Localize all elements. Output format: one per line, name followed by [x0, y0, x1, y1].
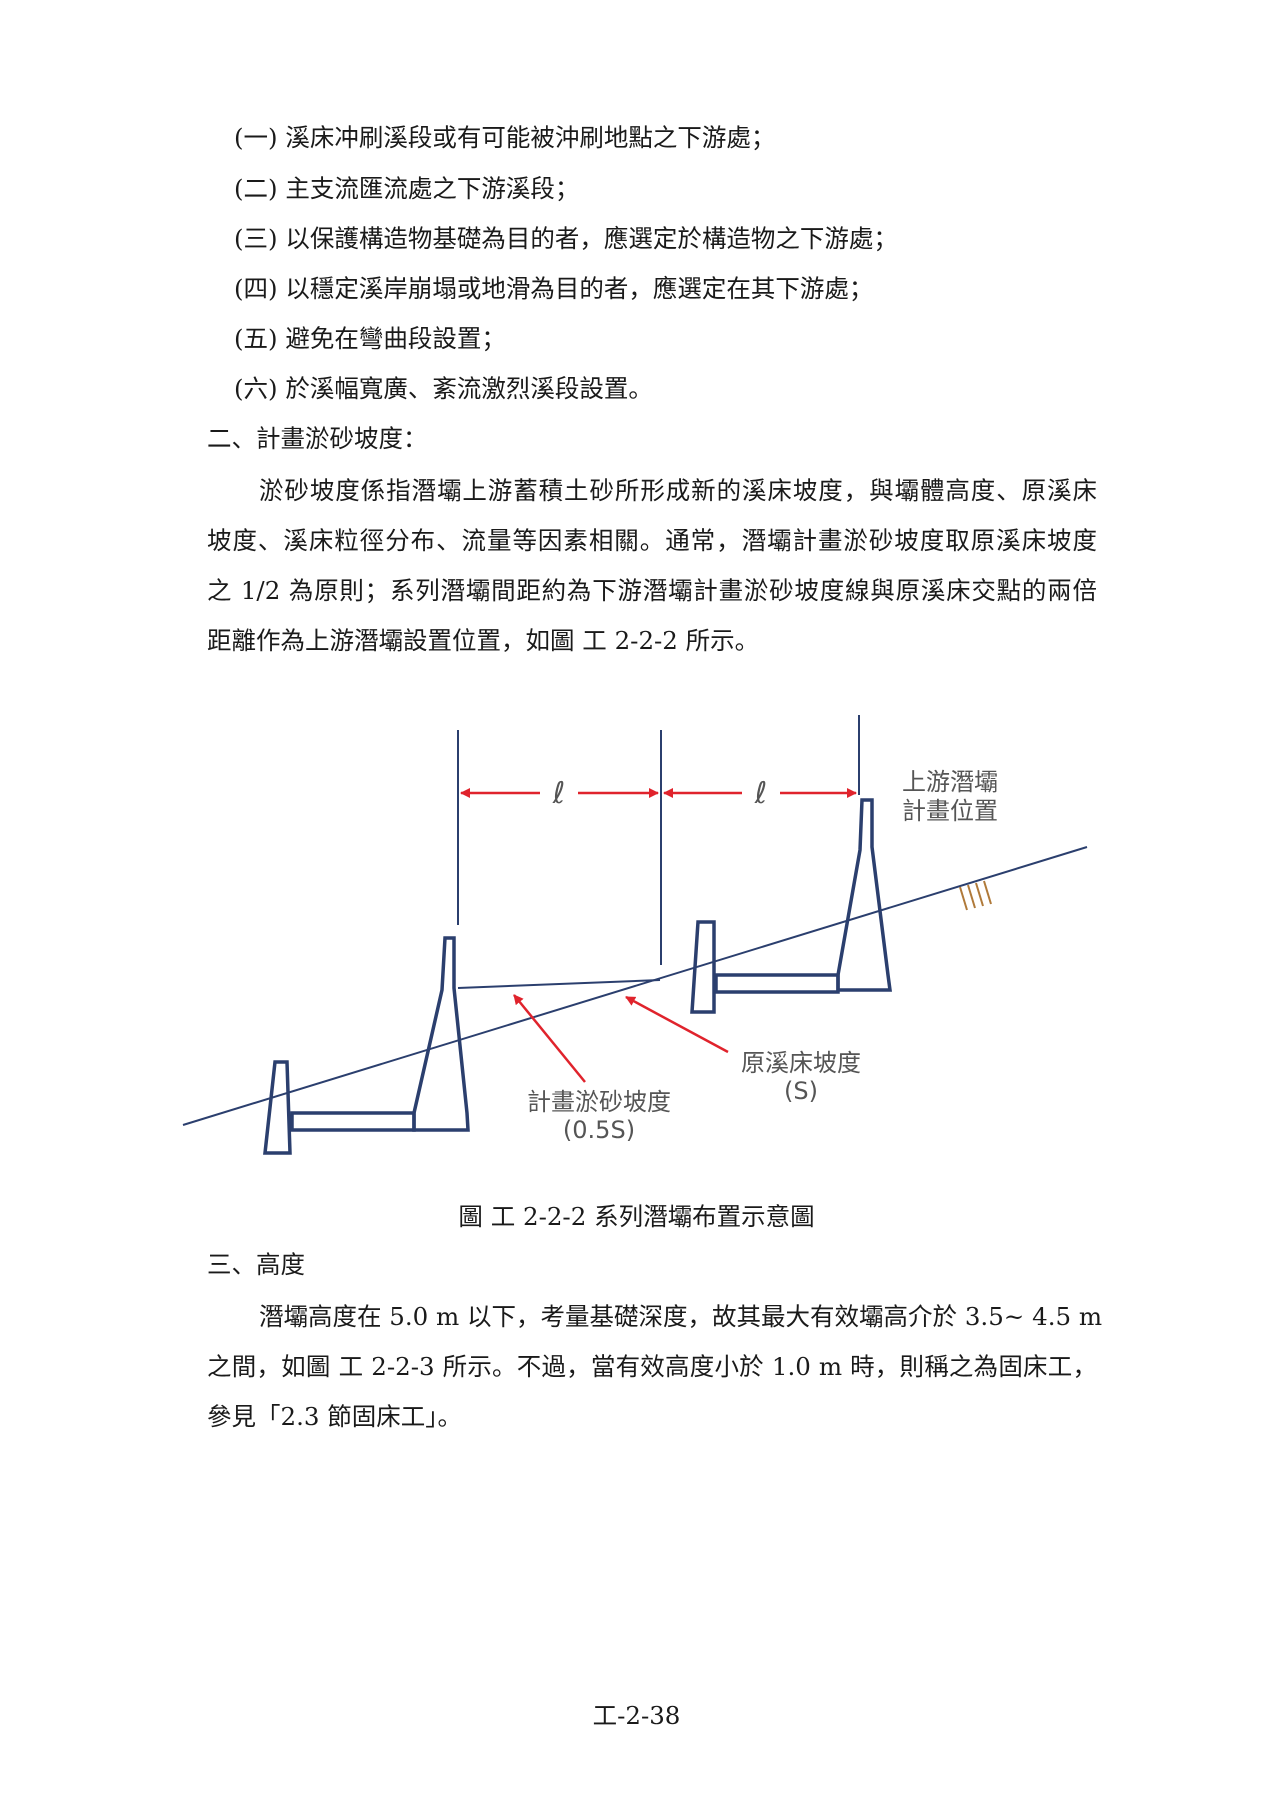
section3-para-line-3: 參見「2.3 節固床工」。 [207, 1402, 463, 1431]
label-original-slope-symbol: (S) [784, 1077, 818, 1105]
section2-heading: 二、計畫淤砂坡度： [207, 424, 428, 453]
original-bed-slope-line [182, 846, 1088, 1126]
list-item-3: (三) 以保護構造物基礎為目的者，應選定於構造物之下游處； [234, 224, 898, 253]
section2-para-line-1: 淤砂坡度係指潛壩上游蓄積土砂所形成新的溪床坡度，與壩體高度、原溪床 [259, 476, 1097, 505]
label-upstream-line2: 計畫位置 [902, 797, 998, 825]
spacing-symbol-1: ℓ [552, 776, 565, 811]
section2-para-line-2: 坡度、溪床粒徑分布、流量等因素相關。通常，潛壩計畫淤砂坡度取原溪床坡度 [207, 526, 1097, 555]
section3-para-line-1: 潛壩高度在 5.0 m 以下，考量基礎深度，故其最大有效壩高介於 3.5~ 4.… [259, 1302, 1103, 1331]
list-item-1: (一) 溪床冲刷溪段或有可能被沖刷地點之下游處； [234, 123, 776, 152]
list-item-2: (二) 主支流匯流處之下游溪段； [234, 174, 580, 203]
section2-para-line-3: 之 1/2 為原則；系列潛壩間距約為下游潛壩計畫淤砂坡度線與原溪床交點的兩倍 [207, 576, 1097, 605]
check-dam-diagram: ℓ ℓ 上游潛壩 計畫位置 原溪床坡度 (S) 計畫淤砂坡度 (0.5S) [182, 715, 1088, 1155]
list-item-4: (四) 以穩定溪岸崩塌或地滑為目的者，應選定在其下游處； [234, 274, 874, 303]
section3-heading: 三、高度 [207, 1250, 305, 1279]
check-dam-middle [690, 798, 892, 1014]
slope-hatch-marks [959, 880, 992, 911]
label-original-slope: 原溪床坡度 [741, 1049, 861, 1077]
section2-para-line-4: 距離作為上游潛壩設置位置，如圖 工 2-2-2 所示。 [207, 626, 760, 655]
check-dam-downstream [263, 936, 470, 1155]
planned-sediment-slope-line [457, 979, 661, 989]
label-upstream-line1: 上游潛壩 [902, 768, 998, 796]
section3-para-line-2: 之間，如圖 工 2-2-3 所示。不過，當有效高度小於 1.0 m 時，則稱之為… [207, 1352, 1097, 1381]
list-item-6: (六) 於溪幅寬廣、紊流激烈溪段設置。 [234, 374, 653, 403]
spacing-symbol-2: ℓ [754, 776, 767, 811]
figure-caption: 圖 工 2-2-2 系列潛壩布置示意圖 [458, 1202, 815, 1231]
label-planned-slope-symbol: (0.5S) [563, 1116, 635, 1144]
page-number: 工-2-38 [592, 1701, 681, 1730]
label-planned-slope: 計畫淤砂坡度 [527, 1088, 671, 1116]
pointer-arrow-planned-slope [513, 994, 586, 1083]
pointer-arrow-original-slope [625, 995, 729, 1054]
list-item-5: (五) 避免在彎曲段設置； [234, 324, 506, 353]
